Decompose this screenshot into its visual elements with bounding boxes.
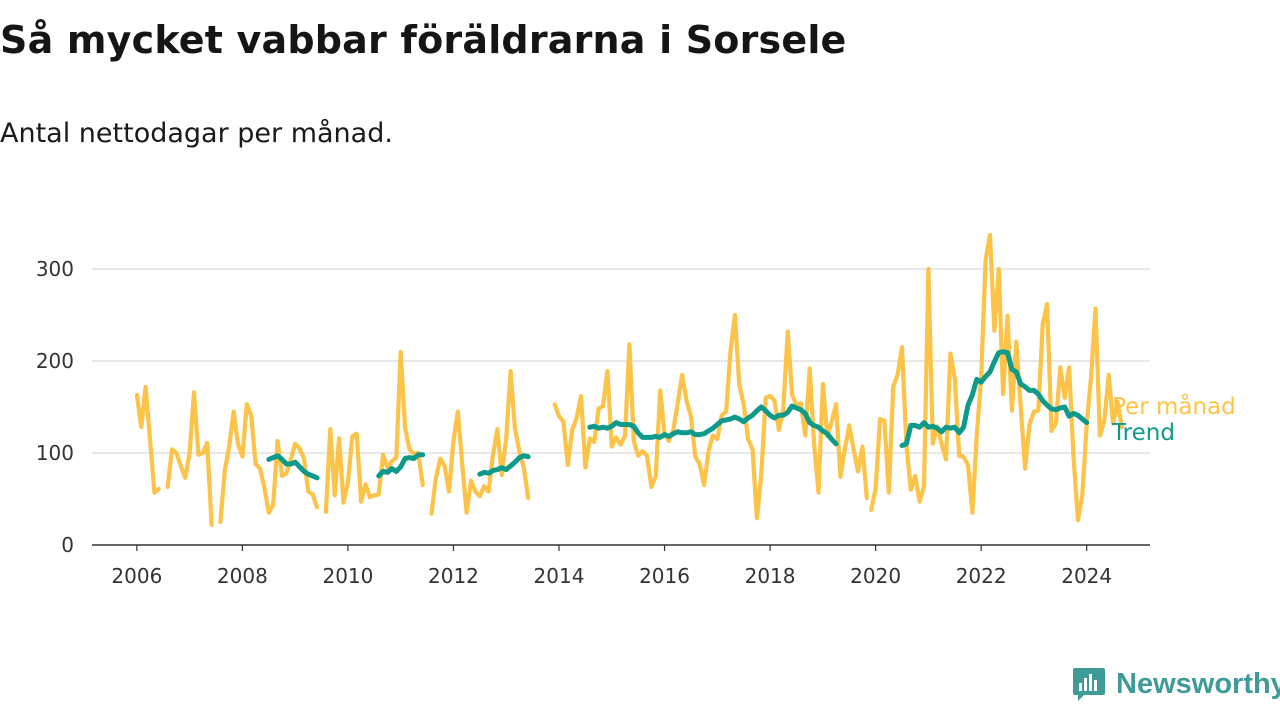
series-line: [869, 232, 1124, 523]
x-tick-label: 2008: [217, 564, 268, 588]
newsworthy-logo: Newsworthy: [1072, 664, 1280, 704]
chart-series: [134, 232, 1124, 527]
y-tick-label: 200: [36, 349, 74, 373]
x-tick-label: 2016: [639, 564, 690, 588]
series-line: [266, 453, 320, 481]
x-tick-label: 2012: [428, 564, 479, 588]
series-line: [587, 403, 839, 447]
series-line: [165, 390, 214, 527]
x-tick-label: 2022: [956, 564, 1007, 588]
series-line: [477, 453, 531, 477]
x-tick-label: 2006: [111, 564, 162, 588]
series-line: [134, 384, 161, 495]
series-line: [552, 312, 869, 521]
y-tick-label: 0: [61, 533, 74, 557]
chart-axes: 0 100 200 300 2006 2008 2010 2012 2014 2016 2018 20…: [36, 257, 1150, 588]
x-tick-label: 2018: [745, 564, 796, 588]
series-trend: [266, 349, 1090, 481]
newsworthy-logo-icon: [1073, 668, 1105, 701]
x-tick-label: 2024: [1061, 564, 1112, 588]
chart-title: Så mycket vabbar föräldrarna i Sorsele: [0, 18, 847, 62]
series-line: [218, 402, 320, 525]
series-line: [376, 452, 426, 479]
chart-subtitle: Antal nettodagar per månad.: [0, 118, 393, 149]
y-tick-label: 300: [36, 257, 74, 281]
series-line: [429, 369, 531, 516]
x-tick-label: 2014: [534, 564, 585, 588]
series-line: [323, 349, 425, 514]
x-tick-label: 2020: [850, 564, 901, 588]
x-tick-label: 2010: [322, 564, 373, 588]
y-tick-label: 100: [36, 441, 74, 465]
legend-label: Trend: [1111, 420, 1175, 446]
series-line: [899, 349, 1090, 449]
brand-name: Newsworthy: [1116, 667, 1280, 700]
legend-label: Per månad: [1112, 392, 1236, 420]
series-per-månad: [134, 232, 1124, 527]
